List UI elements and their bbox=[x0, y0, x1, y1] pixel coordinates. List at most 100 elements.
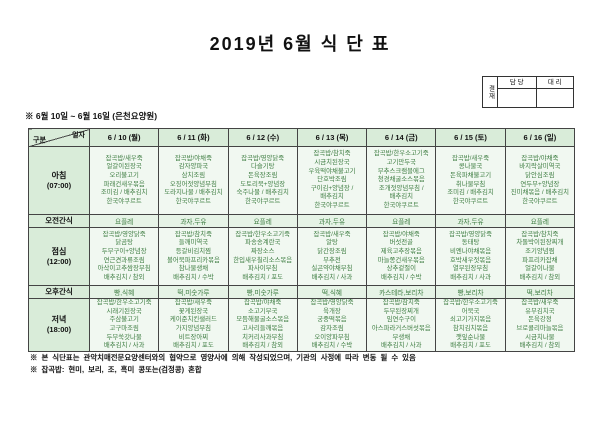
menu-item: 시금치나물 bbox=[525, 333, 555, 341]
row-time-dinner: (18:00) bbox=[46, 325, 72, 334]
menu-item: 배추김치 bbox=[320, 193, 344, 201]
menu-item: 배추김치 / 참외 bbox=[519, 273, 561, 281]
menu-item: 쇠고기가지볶음 bbox=[449, 316, 492, 324]
pm-snack-cell-1: 떡,미숫가루 bbox=[158, 285, 229, 299]
menu-item: 모듬해물굴소스볶음 bbox=[236, 316, 290, 324]
menu-item: 조미김 / 배추김치 bbox=[100, 189, 148, 197]
breakfast-cell-1: 잡곡밥/야채죽 감자양파국 삼치조림 오징어젓양념무침 도라지나물 / 배추김치 한국야쿠… bbox=[158, 146, 229, 215]
menu-item: 조기양념찜 bbox=[525, 247, 555, 255]
menu-item: 잡곡밥/참치죽 bbox=[521, 230, 559, 238]
row-label-am-snack: 오전간식 bbox=[28, 214, 90, 228]
pm-snack-cell-3: 떡,식혜 bbox=[296, 285, 368, 299]
menu-item: 연두부+양념장 bbox=[520, 180, 560, 188]
menu-item: 고기만두국 bbox=[386, 159, 416, 167]
menu-item: 배추김치 / 사과 bbox=[450, 273, 491, 281]
am-snack-cell-0: 요플레 bbox=[88, 214, 160, 228]
menu-item: 참나물생채 bbox=[178, 265, 209, 273]
lunch-cell-0: 잡곡밥/영양닭죽 닭곰탕 두부구이+양념장 연근견과류조림 아삭이고추쌈장무침 배추김치 … bbox=[88, 227, 160, 286]
dinner-cell-4: 잡곡밥/참치죽 두부된장찌개 임연수구이 아스파라거스버섯볶음 무생채 배추김치 / 사과 bbox=[366, 298, 437, 352]
menu-item: 바지락살미역국 bbox=[519, 163, 561, 171]
menu-item: 육개장 bbox=[323, 307, 341, 315]
menu-item: 삼치조림 bbox=[181, 171, 206, 179]
menu-item: 한국야쿠르트 bbox=[175, 197, 212, 205]
menu-item: 조개젓양념무침 / bbox=[378, 184, 424, 192]
menu-item: 상추겉절이 bbox=[386, 265, 416, 273]
date-header-3: 6 / 13 (목) bbox=[296, 128, 368, 147]
menu-item: 배추김치 / 참외 bbox=[242, 342, 283, 350]
menu-item: 잡곡밥/영양닭죽 bbox=[102, 230, 146, 238]
menu-item: 소고기무국 bbox=[248, 307, 278, 315]
menu-item: 잡곡밥/새우죽 bbox=[174, 299, 212, 307]
menu-item: 청경채굴소스볶음 bbox=[377, 176, 425, 184]
menu-item: 잡곡밥/한우소고기죽 bbox=[235, 230, 291, 238]
pm-snack-cell-5: 빵,보리차 bbox=[435, 285, 506, 299]
menu-item: 시래기된장국 bbox=[106, 307, 142, 315]
menu-item: 알탕 bbox=[326, 239, 338, 247]
approval-col-manager: 담 당 bbox=[509, 79, 524, 86]
menu-item: 유부김치국 bbox=[525, 307, 555, 315]
menu-item: 잡곡밥/참치죽 bbox=[174, 230, 212, 238]
menu-item: 고구마조림 bbox=[109, 325, 139, 332]
menu-item: 두부쑥갓나물 bbox=[106, 333, 142, 341]
corner-label-category: 구분 bbox=[33, 137, 46, 144]
menu-item: 잡곡밥/야채죽 bbox=[382, 230, 420, 238]
menu-item: 부추전 bbox=[323, 256, 341, 264]
date-range-subtitle: ※ 6월 10일 ~ 6월 16일 (은천요양원) bbox=[25, 111, 158, 121]
row-time-breakfast: (07:00) bbox=[46, 180, 72, 190]
breakfast-cell-5: 잡곡밥/새우죽 콩나물국 돈육파채불고기 취나물무침 조미김 / 배추김치 한국야쿠르트 bbox=[435, 146, 506, 215]
menu-item: 닭안심조림 bbox=[525, 171, 555, 179]
row-label-lunch: 점심 (12:00) bbox=[28, 227, 90, 286]
menu-item: 배추김치 / 수박 bbox=[173, 273, 214, 281]
menu-item: 잡곡밥/새우죽 bbox=[105, 154, 143, 162]
menu-item: 마늘쫑건새우볶음 bbox=[377, 256, 425, 264]
menu-item: 돈육장조림 bbox=[248, 171, 278, 179]
menu-item: 취나물무침 bbox=[455, 180, 486, 188]
row-label-breakfast: 아침 (07:00) bbox=[28, 146, 90, 215]
menu-item: 잡곡밥/참치죽 bbox=[382, 299, 420, 307]
date-header-6: 6 / 16 (일) bbox=[504, 128, 576, 147]
approval-stamp-label: 결재 bbox=[487, 84, 494, 100]
menu-item: 참치김치볶음 bbox=[452, 325, 489, 332]
dinner-cell-6: 잡곡밥/새우죽 유부김치국 돈육강정 브로콜리마늘볶음 시금치나물 배추김치 / 참외 bbox=[504, 298, 576, 352]
menu-item: 호박새우젓볶음 bbox=[449, 256, 492, 264]
menu-item: 얼갈이나물 bbox=[525, 265, 555, 273]
menu-item: 한국야쿠르트 bbox=[383, 201, 419, 209]
page-title: 2019년 6월 식 단 표 bbox=[209, 34, 391, 54]
menu-item: 비트장아찌 bbox=[178, 333, 209, 341]
menu-item: 제육고추장볶음 bbox=[380, 247, 422, 255]
menu-item: 오이양파무침 bbox=[314, 333, 350, 341]
approval-sign-cell-deputy bbox=[535, 88, 573, 107]
lunch-cell-1: 잡곡밥/참치죽 들깨미역국 등갈비김치찜 볼어묵파프리카볶음 참나물생채 배추김치 / 수… bbox=[158, 227, 229, 286]
breakfast-cell-3: 잡곡밥/참치죽 시금치된장국 우육떡야채불고기 단호박조림 구이김+양념장 / 배추김치 한… bbox=[296, 146, 368, 215]
menu-item: 한국야쿠르트 bbox=[106, 197, 142, 205]
menu-item: 한국야쿠르트 bbox=[522, 197, 558, 205]
menu-item: 잡곡밥/새우죽 bbox=[313, 230, 351, 238]
menu-item: 등갈비김치찜 bbox=[175, 247, 212, 255]
menu-item: 연근견과류조림 bbox=[103, 256, 145, 264]
menu-item: 들깨미역국 bbox=[178, 239, 209, 247]
menu-item: 숙주나물 / 배추김치 bbox=[236, 189, 289, 197]
menu-item: 얼갈이된장국 bbox=[106, 163, 142, 171]
menu-item: 잡곡밥/영양닭죽 bbox=[241, 154, 285, 162]
lunch-cell-4: 잡곡밥/야채죽 버섯전골 제육고추장볶음 마늘쫑건새우볶음 상추겉절이 배추김치 / 수박 bbox=[366, 227, 437, 286]
note-line-1: ※ 본 식단표는 관악치매전문요양센터와의 협약으로 영양사에 의해 작성되었으… bbox=[30, 353, 416, 362]
menu-item: 버섯전골 bbox=[389, 239, 414, 247]
menu-item: 꽃게된장국 bbox=[178, 307, 209, 315]
menu-item: 주삼불고기 bbox=[109, 316, 139, 324]
footer-notes: ※ 본 식단표는 관악치매전문요양센터와의 협약으로 영양사에 의해 작성되었으… bbox=[30, 352, 590, 376]
menu-item: 배추김치 / 수박 bbox=[311, 342, 353, 350]
menu-item: 다슬기탕 bbox=[250, 163, 275, 171]
menu-table-wrap: 일자 구분 6 / 10 (월) 6 / 11 (화) 6 / 12 (수) 6 / 13… bbox=[28, 128, 576, 352]
menu-item: 열무된장무침 bbox=[452, 265, 489, 273]
row-label-dinner: 저녁 (18:00) bbox=[28, 298, 90, 352]
menu-item: 파프리카잡채 bbox=[522, 256, 558, 264]
dinner-cell-2: 잡곡밥/야채죽 소고기무국 모듬해물굴소스볶음 고사리들깨볶음 치커리사과무침 배추김치 … bbox=[227, 298, 298, 352]
menu-item: 비엔나야채볶음 bbox=[449, 247, 492, 255]
menu-item: 돈육강정 bbox=[528, 316, 552, 324]
menu-item: 한국야쿠르트 bbox=[452, 197, 489, 205]
pm-snack-cell-4: 카스테라,보리차 bbox=[366, 285, 437, 299]
menu-item: 배추김치 / 포도 bbox=[450, 342, 491, 350]
breakfast-cell-4: 잡곡밥/한우소고기죽 고기만두국 부추스크램블에그 청경채굴소스볶음 조개젓양념무침 /… bbox=[366, 146, 437, 215]
date-header-1: 6 / 11 (화) bbox=[158, 128, 229, 147]
